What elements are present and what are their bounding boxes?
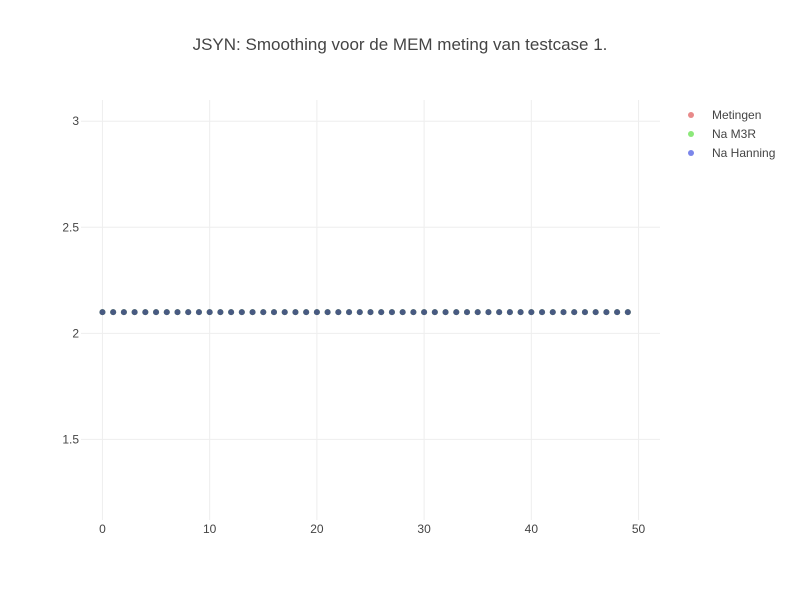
data-point[interactable] xyxy=(624,309,631,316)
tick-labels: 0 10 20 30 40 50 1.5 2 2.5 3 xyxy=(62,114,645,536)
plot-area xyxy=(99,309,631,316)
data-point[interactable] xyxy=(528,309,535,316)
x-tick-label: 30 xyxy=(417,522,431,536)
data-point[interactable] xyxy=(174,309,181,316)
data-point[interactable] xyxy=(228,309,235,316)
data-point[interactable] xyxy=(517,309,524,316)
chart-title: JSYN: Smoothing voor de MEM meting van t… xyxy=(193,35,608,54)
data-point[interactable] xyxy=(356,309,363,316)
data-point[interactable] xyxy=(388,309,395,316)
data-point[interactable] xyxy=(560,309,567,316)
data-point[interactable] xyxy=(399,309,406,316)
data-point[interactable] xyxy=(421,309,428,316)
x-tick-label: 50 xyxy=(632,522,646,536)
data-point[interactable] xyxy=(99,309,106,316)
data-point[interactable] xyxy=(260,309,267,316)
data-point[interactable] xyxy=(120,309,127,316)
data-point[interactable] xyxy=(238,309,245,316)
data-point[interactable] xyxy=(110,309,117,316)
data-point[interactable] xyxy=(303,309,310,316)
legend-label: Metingen xyxy=(712,108,761,122)
data-point[interactable] xyxy=(292,309,299,316)
legend-marker xyxy=(688,131,694,137)
data-point[interactable] xyxy=(378,309,385,316)
data-point[interactable] xyxy=(581,309,588,316)
legend[interactable]: Metingen Na M3R Na Hanning xyxy=(688,108,775,160)
data-point[interactable] xyxy=(313,309,320,316)
legend-label: Na M3R xyxy=(712,127,756,141)
y-tick-label: 3 xyxy=(72,114,79,128)
x-tick-label: 20 xyxy=(310,522,324,536)
data-point[interactable] xyxy=(281,309,288,316)
data-point[interactable] xyxy=(249,309,256,316)
legend-item[interactable]: Metingen xyxy=(688,108,761,122)
y-tick-label: 2.5 xyxy=(62,220,79,234)
data-point[interactable] xyxy=(485,309,492,316)
data-point[interactable] xyxy=(571,309,578,316)
data-point[interactable] xyxy=(142,309,149,316)
data-point[interactable] xyxy=(442,309,449,316)
data-point[interactable] xyxy=(549,309,556,316)
data-point[interactable] xyxy=(474,309,481,316)
data-point[interactable] xyxy=(603,309,610,316)
legend-label: Na Hanning xyxy=(712,146,775,160)
data-point[interactable] xyxy=(496,309,503,316)
data-point[interactable] xyxy=(539,309,546,316)
legend-item[interactable]: Na Hanning xyxy=(688,146,775,160)
x-tick-label: 0 xyxy=(99,522,106,536)
y-tick-label: 1.5 xyxy=(62,432,79,446)
data-point[interactable] xyxy=(195,309,202,316)
data-point[interactable] xyxy=(217,309,224,316)
data-point[interactable] xyxy=(506,309,513,316)
x-tick-label: 10 xyxy=(203,522,217,536)
x-tick-label: 40 xyxy=(525,522,539,536)
data-point[interactable] xyxy=(324,309,331,316)
data-point[interactable] xyxy=(431,309,438,316)
data-point[interactable] xyxy=(163,309,170,316)
data-point[interactable] xyxy=(592,309,599,316)
data-point[interactable] xyxy=(464,309,470,316)
series-na-hanning xyxy=(99,309,631,316)
data-point[interactable] xyxy=(185,309,192,316)
legend-marker xyxy=(688,150,694,156)
data-point[interactable] xyxy=(410,309,417,316)
legend-item[interactable]: Na M3R xyxy=(688,127,756,141)
data-point[interactable] xyxy=(335,309,342,316)
data-point[interactable] xyxy=(271,309,277,316)
data-point[interactable] xyxy=(346,309,353,316)
data-point[interactable] xyxy=(614,309,621,316)
data-point[interactable] xyxy=(453,309,460,316)
data-point[interactable] xyxy=(153,309,160,316)
data-point[interactable] xyxy=(367,309,374,316)
data-point[interactable] xyxy=(206,309,213,316)
y-tick-label: 2 xyxy=(72,326,79,340)
legend-marker xyxy=(688,112,694,118)
data-point[interactable] xyxy=(131,309,138,316)
